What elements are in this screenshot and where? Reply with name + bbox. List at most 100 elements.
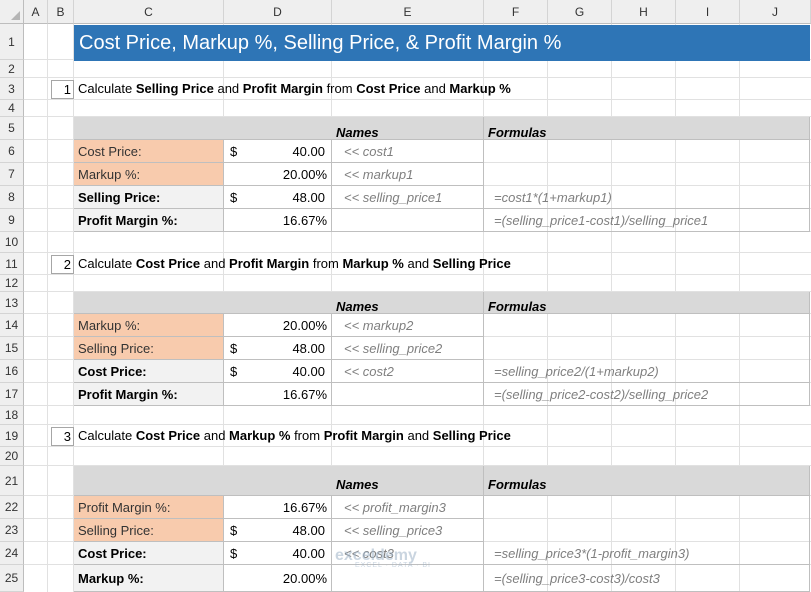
formula-cell[interactable] [484,337,810,360]
row-header-23[interactable]: 23 [0,519,24,542]
formula-cell[interactable] [484,140,810,163]
row-header-12[interactable]: 12 [0,275,24,292]
row-label[interactable]: Profit Margin %: [74,383,224,406]
formula-cell[interactable]: =(selling_price3-cost3)/cost3 [484,565,810,592]
names-header[interactable]: Names [332,292,484,314]
formula-cell[interactable] [484,496,810,519]
step-number-box[interactable]: 1 [51,79,74,99]
named-range-cell[interactable] [332,565,484,592]
row-header-2[interactable]: 2 [0,60,24,78]
named-range-cell[interactable]: << markup2 [332,314,484,337]
row-header-11[interactable]: 11 [0,253,24,275]
section-heading[interactable]: Calculate Cost Price and Markup % from P… [78,425,511,447]
named-range-cell[interactable]: << selling_price3 [332,519,484,542]
row-label[interactable]: Markup %: [74,163,224,186]
row-header-3[interactable]: 3 [0,78,24,100]
named-range-cell[interactable]: << profit_margin3 [332,496,484,519]
value-cell[interactable]: $40.00 [224,360,332,383]
column-header-e[interactable]: E [332,0,484,24]
formula-cell[interactable] [484,314,810,337]
row-header-21[interactable]: 21 [0,466,24,496]
header-cell[interactable] [74,117,332,140]
row-label[interactable]: Selling Price: [74,186,224,209]
formulas-header[interactable]: Formulas [484,292,810,314]
column-header-b[interactable]: B [48,0,74,24]
formula-cell[interactable]: =selling_price3*(1-profit_margin3) [484,542,810,565]
header-cell[interactable] [74,466,332,496]
named-range-cell[interactable]: << selling_price2 [332,337,484,360]
row-header-13[interactable]: 13 [0,292,24,314]
column-header-a[interactable]: A [24,0,48,24]
formula-cell[interactable]: =(selling_price2-cost2)/selling_price2 [484,383,810,406]
section-heading[interactable]: Calculate Cost Price and Profit Margin f… [78,253,511,275]
row-header-7[interactable]: 7 [0,163,24,186]
select-all-corner[interactable] [0,0,24,24]
named-range-cell[interactable] [332,209,484,232]
names-header[interactable]: Names [332,466,484,496]
names-header[interactable]: Names [332,117,484,140]
column-header-j[interactable]: J [740,0,811,24]
row-label[interactable]: Cost Price: [74,542,224,565]
header-cell[interactable] [74,292,332,314]
value-cell[interactable]: 16.67% [224,383,332,406]
row-header-16[interactable]: 16 [0,360,24,383]
named-range-cell[interactable]: << cost1 [332,140,484,163]
row-label[interactable]: Markup %: [74,565,224,592]
named-range-cell[interactable]: << markup1 [332,163,484,186]
value-cell[interactable]: $48.00 [224,186,332,209]
page-title[interactable]: Cost Price, Markup %, Selling Price, & P… [74,25,810,61]
named-range-cell[interactable]: << cost3 [332,542,484,565]
formula-cell[interactable] [484,519,810,542]
row-header-8[interactable]: 8 [0,186,24,209]
row-header-19[interactable]: 19 [0,425,24,447]
value-cell[interactable]: $40.00 [224,140,332,163]
row-label[interactable]: Profit Margin %: [74,209,224,232]
column-header-c[interactable]: C [74,0,224,24]
formula-cell[interactable]: =cost1*(1+markup1) [484,186,810,209]
row-header-15[interactable]: 15 [0,337,24,360]
column-header-d[interactable]: D [224,0,332,24]
step-number-box[interactable]: 2 [51,254,74,274]
value-cell[interactable]: $48.00 [224,519,332,542]
column-header-g[interactable]: G [548,0,612,24]
row-header-5[interactable]: 5 [0,117,24,140]
row-header-18[interactable]: 18 [0,406,24,425]
column-header-h[interactable]: H [612,0,676,24]
row-header-17[interactable]: 17 [0,383,24,406]
value-cell[interactable]: 20.00% [224,314,332,337]
formula-cell[interactable] [484,163,810,186]
row-label[interactable]: Markup %: [74,314,224,337]
row-header-1[interactable]: 1 [0,24,24,60]
value-cell[interactable]: 20.00% [224,565,332,592]
row-label[interactable]: Cost Price: [74,140,224,163]
row-header-4[interactable]: 4 [0,100,24,117]
formulas-header[interactable]: Formulas [484,117,810,140]
named-range-cell[interactable]: << cost2 [332,360,484,383]
row-label[interactable]: Profit Margin %: [74,496,224,519]
row-header-25[interactable]: 25 [0,565,24,592]
formula-cell[interactable]: =(selling_price1-cost1)/selling_price1 [484,209,810,232]
value-cell[interactable]: $48.00 [224,337,332,360]
section-heading[interactable]: Calculate Selling Price and Profit Margi… [78,78,511,100]
row-label[interactable]: Cost Price: [74,360,224,383]
value-cell[interactable]: 20.00% [224,163,332,186]
named-range-cell[interactable]: << selling_price1 [332,186,484,209]
row-header-9[interactable]: 9 [0,209,24,232]
value-cell[interactable]: 16.67% [224,496,332,519]
value-cell[interactable]: $40.00 [224,542,332,565]
row-header-24[interactable]: 24 [0,542,24,565]
formulas-header[interactable]: Formulas [484,466,810,496]
named-range-cell[interactable] [332,383,484,406]
row-header-20[interactable]: 20 [0,447,24,466]
row-header-22[interactable]: 22 [0,496,24,519]
row-header-14[interactable]: 14 [0,314,24,337]
value-cell[interactable]: 16.67% [224,209,332,232]
formula-cell[interactable]: =selling_price2/(1+markup2) [484,360,810,383]
step-number-box[interactable]: 3 [51,426,74,446]
row-header-10[interactable]: 10 [0,232,24,253]
row-header-6[interactable]: 6 [0,140,24,163]
row-label[interactable]: Selling Price: [74,337,224,360]
column-header-i[interactable]: I [676,0,740,24]
column-header-f[interactable]: F [484,0,548,24]
row-label[interactable]: Selling Price: [74,519,224,542]
